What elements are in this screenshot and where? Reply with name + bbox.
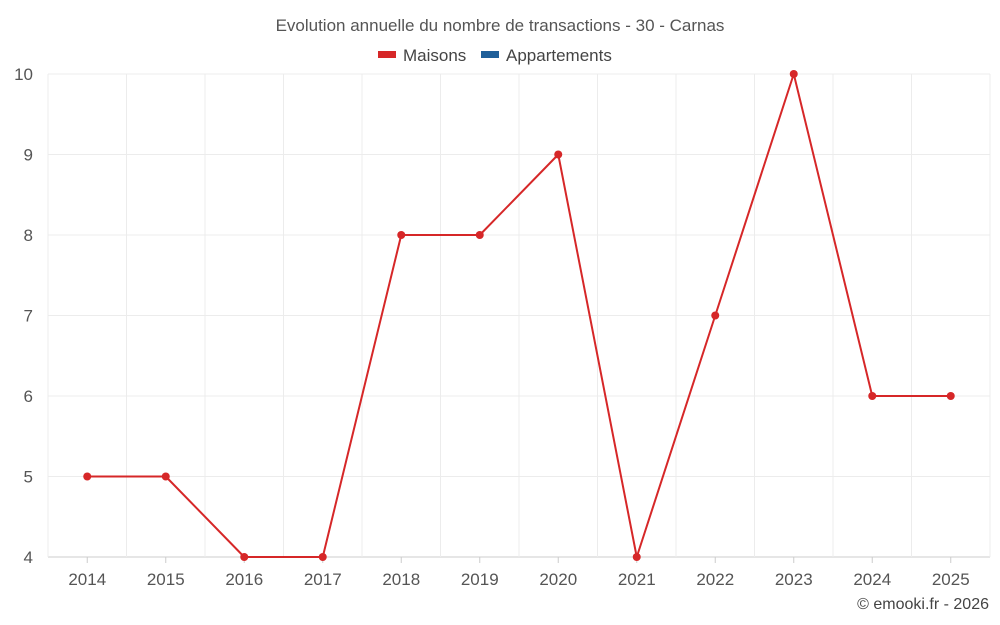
x-tick-label-2023: 2023 bbox=[775, 570, 813, 589]
data-point-maisons-2015[interactable] bbox=[161, 472, 170, 481]
series-layer bbox=[83, 70, 955, 561]
y-tick-label-5: 5 bbox=[24, 468, 33, 487]
x-tick-label-2024: 2024 bbox=[853, 570, 891, 589]
x-tick-label-2019: 2019 bbox=[461, 570, 499, 589]
series-line-maisons bbox=[87, 73, 951, 558]
data-point-maisons-2014[interactable] bbox=[83, 472, 92, 481]
y-tick-label-7: 7 bbox=[24, 307, 33, 326]
x-tick-label-2017: 2017 bbox=[304, 570, 342, 589]
y-axis: 4 5 6 7 8 9 10 bbox=[14, 65, 33, 567]
x-tick-label-2014: 2014 bbox=[68, 570, 106, 589]
x-tick-label-2021: 2021 bbox=[618, 570, 656, 589]
y-tick-label-9: 9 bbox=[24, 146, 33, 165]
grid bbox=[47, 73, 991, 558]
y-tick-label-4: 4 bbox=[24, 548, 33, 567]
data-point-maisons-2018[interactable] bbox=[397, 231, 406, 239]
data-point-maisons-2025[interactable] bbox=[946, 392, 955, 400]
legend-swatch-appartements bbox=[481, 51, 499, 58]
legend-swatch-maisons bbox=[378, 51, 396, 58]
x-tick-label-2025: 2025 bbox=[932, 570, 970, 589]
legend-label-appartements: Appartements bbox=[506, 46, 612, 65]
legend-item-maisons[interactable]: Maisons bbox=[378, 46, 466, 65]
x-tick-label-2016: 2016 bbox=[225, 570, 263, 589]
x-tick-label-2015: 2015 bbox=[147, 570, 185, 589]
data-point-maisons-2021[interactable] bbox=[632, 553, 641, 561]
legend-item-appartements[interactable]: Appartements bbox=[481, 46, 612, 65]
y-tick-label-6: 6 bbox=[24, 387, 33, 406]
credit-text: © emooki.fr - 2026 bbox=[857, 596, 989, 613]
x-tick-label-2022: 2022 bbox=[696, 570, 734, 589]
data-point-maisons-2017[interactable] bbox=[318, 553, 327, 561]
x-tick-label-2018: 2018 bbox=[382, 570, 420, 589]
data-point-maisons-2022[interactable] bbox=[711, 311, 720, 320]
data-point-maisons-2019[interactable] bbox=[475, 231, 484, 239]
data-point-maisons-2016[interactable] bbox=[240, 553, 249, 561]
legend-label-maisons: Maisons bbox=[403, 46, 466, 65]
legend: Maisons Appartements bbox=[378, 46, 612, 65]
data-point-maisons-2023[interactable] bbox=[789, 70, 798, 78]
chart-title: Evolution annuelle du nombre de transact… bbox=[276, 16, 725, 35]
x-tick-label-2020: 2020 bbox=[539, 570, 577, 589]
x-axis: 2014 2015 2016 2017 2018 2019 2020 2021 2022 2023… bbox=[68, 557, 970, 589]
data-point-maisons-2024[interactable] bbox=[868, 392, 877, 400]
y-tick-label-10: 10 bbox=[14, 65, 33, 84]
data-point-maisons-2020[interactable] bbox=[554, 150, 563, 159]
y-tick-label-8: 8 bbox=[24, 226, 33, 245]
